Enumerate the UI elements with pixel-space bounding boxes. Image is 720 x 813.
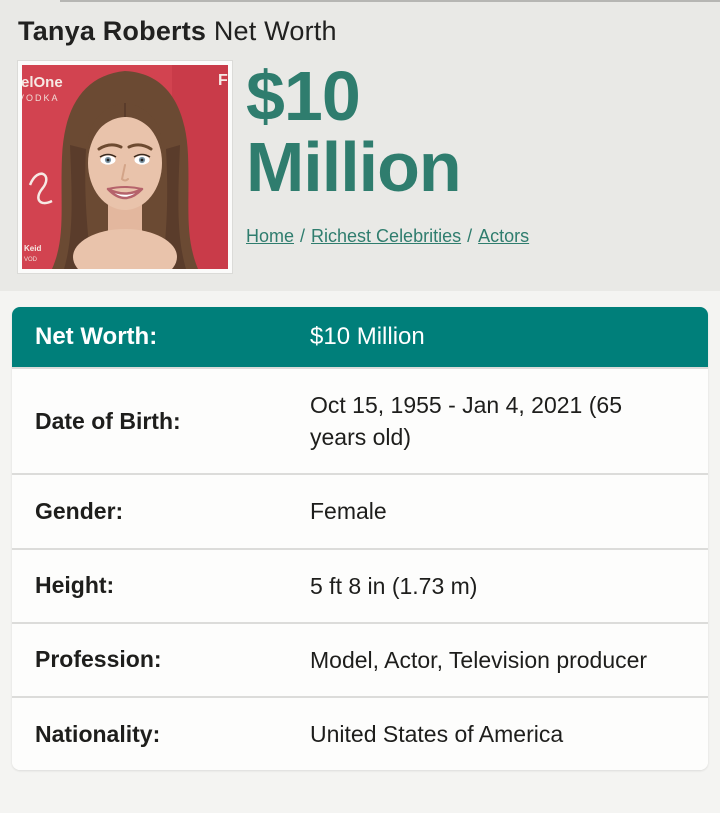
row-label: Profession: (35, 646, 162, 673)
table-row-gender: Gender: Female (12, 473, 708, 548)
svg-text:F: F (218, 72, 228, 89)
top-hairline (60, 0, 720, 2)
breadcrumb-link-actors[interactable]: Actors (478, 225, 530, 246)
svg-text:telOne: telOne (22, 74, 63, 91)
row-value: United States of America (310, 720, 564, 747)
row-value: Model, Actor, Television producer (310, 646, 648, 673)
table-row-profession: Profession: Model, Actor, Television pro… (12, 621, 708, 696)
breadcrumb-link-home[interactable]: Home (246, 225, 295, 246)
page-title-suffix: Net Worth (213, 16, 337, 46)
svg-text:Keid: Keid (24, 244, 41, 253)
row-label: Nationality: (35, 720, 161, 747)
table-header-value: $10 Million (310, 323, 425, 351)
svg-text:VOD: VOD (24, 257, 38, 263)
table-row-height: Height: 5 ft 8 in (1.73 m) (12, 547, 708, 622)
breadcrumb-separator: / (300, 225, 306, 246)
svg-text:VODKA: VODKA (22, 93, 60, 103)
page-title: Tanya Roberts Net Worth (18, 16, 702, 47)
row-value: Oct 15, 1955 - Jan 4, 2021 (65 years old… (310, 392, 622, 451)
breadcrumb-separator: / (467, 225, 473, 246)
row-label: Date of Birth: (35, 407, 181, 434)
row-label: Gender: (35, 497, 124, 524)
facts-table: Net Worth: $10 Million Date of Birth: Oc… (12, 307, 708, 771)
table-row-nationality: Nationality: United States of America (12, 695, 708, 771)
celebrity-photo-illustration: telOne VODKA Keid VOD F (22, 65, 228, 269)
hero-section: Tanya Roberts Net Worth telOne VODKA Kei… (0, 0, 720, 291)
row-value: 5 ft 8 in (1.73 m) (310, 572, 478, 599)
breadcrumb: Home / Richest Celebrities / Actors (246, 226, 586, 247)
row-label: Height: (35, 572, 115, 599)
celebrity-photo: telOne VODKA Keid VOD F (18, 61, 232, 273)
table-row-date-of-birth: Date of Birth: Oct 15, 1955 - Jan 4, 202… (12, 367, 708, 474)
breadcrumb-link-richest-celebrities[interactable]: Richest Celebrities (311, 225, 462, 246)
row-value: Female (310, 498, 387, 525)
table-header-label: Net Worth: (35, 322, 158, 350)
net-worth-amount: $10 Million (246, 57, 462, 207)
celebrity-name: Tanya Roberts (18, 16, 207, 46)
table-header-row: Net Worth: $10 Million (12, 307, 708, 367)
